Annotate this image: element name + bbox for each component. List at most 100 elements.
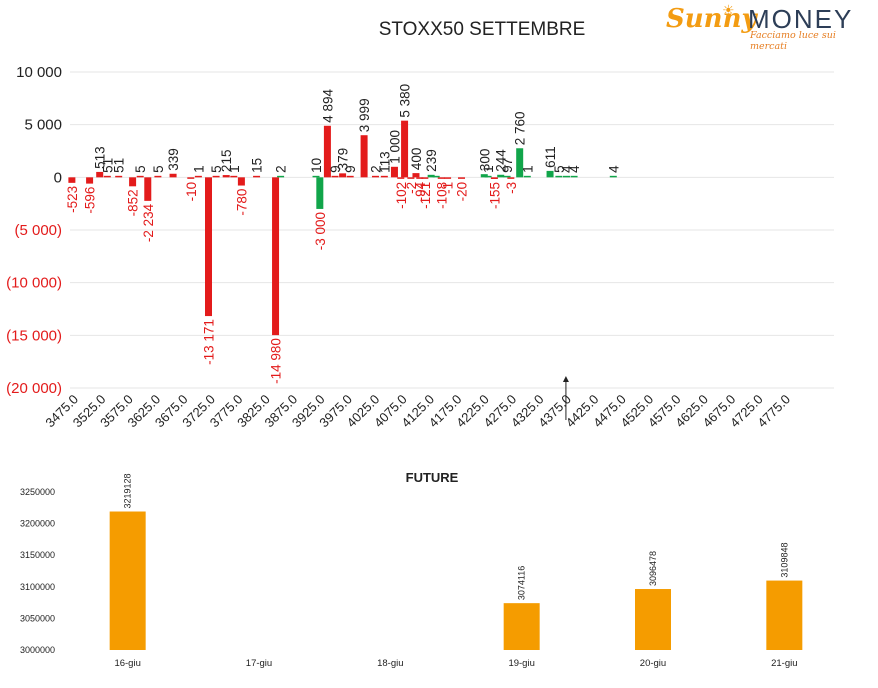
bar: [407, 177, 415, 179]
bar: [129, 177, 137, 187]
bar-data-label: 244: [494, 149, 509, 172]
future-chart-title: FUTURE: [406, 470, 459, 485]
bar: [194, 175, 202, 178]
bar-data-label: 611: [543, 146, 558, 168]
bar: [555, 175, 563, 178]
bar-data-label: 1: [520, 165, 535, 173]
y-tick-label: (15 000): [6, 327, 62, 344]
bar-data-label: 300: [477, 149, 492, 172]
bar-data-label: -13 171: [202, 319, 217, 365]
bar-data-label: 5 380: [398, 84, 413, 118]
bar: [360, 135, 368, 178]
bar: [444, 177, 452, 179]
options-chart-title: STOXX50 SETTEMBRE: [379, 19, 586, 40]
future-chart-x-axis: 16-giu 17-giu 18-giu 19-giu 20-giu 21-giu: [114, 658, 797, 669]
bar-data-label: 5: [209, 165, 224, 173]
bar-data-label: 513: [93, 146, 108, 169]
bar: [570, 175, 578, 178]
bar-data-label: 5: [133, 165, 148, 173]
bar-data-label: 51: [112, 158, 127, 173]
bar: [437, 177, 445, 179]
bar-data-label: -3 000: [313, 212, 328, 250]
bar-data-label: -1: [441, 182, 456, 194]
future-bar: [635, 589, 671, 650]
bar: [427, 174, 435, 178]
future-bar-label: 3219128: [123, 473, 133, 508]
bar-data-label: 5: [552, 165, 567, 173]
bar-data-label: -121: [418, 182, 433, 209]
bar-data-label: -852: [126, 189, 141, 216]
bar: [103, 175, 111, 178]
bar: [421, 177, 429, 179]
y-tick-label: (5 000): [14, 222, 62, 239]
bar-data-label: 4: [606, 165, 621, 173]
y-tick-label: 3100000: [20, 582, 55, 592]
bar-data-label: -523: [65, 186, 80, 213]
options-chart-y-axis: 10 000 5 000 0 (5 000) (10 000) (15 000) (20 0…: [6, 64, 62, 397]
bar-data-label: -3: [504, 182, 519, 194]
bar: [516, 148, 524, 178]
bar-data-label: 5: [151, 165, 166, 173]
logo-money-text: MONEY: [748, 4, 854, 34]
options-chart-bars: [68, 120, 617, 336]
bar-data-label: -108: [434, 182, 449, 209]
y-tick-label: 3050000: [20, 613, 55, 623]
y-tick-label: 0: [54, 169, 62, 186]
bar: [169, 173, 177, 178]
y-tick-label: (10 000): [6, 275, 62, 292]
y-tick-label: 3200000: [20, 519, 55, 529]
options-chart: STOXX50 SETTEMBRE 10 000 5 000 0 (5 000) (10…: [6, 19, 834, 430]
bar-data-label: 1: [481, 165, 496, 173]
bar: [187, 177, 195, 179]
future-bar: [503, 603, 540, 650]
x-tick-label: 17-giu: [246, 658, 272, 669]
bar-data-label: 239: [424, 149, 439, 172]
bar: [277, 175, 285, 178]
bar: [96, 171, 104, 178]
bar-data-label: -155: [487, 182, 502, 209]
bar: [507, 177, 515, 179]
bar: [546, 170, 554, 178]
future-chart: FUTURE 3000000 3050000 3100000 3150000 32000…: [20, 470, 803, 669]
y-tick-label: (20 000): [6, 380, 62, 397]
bar: [312, 175, 320, 178]
bar: [253, 175, 261, 178]
bar-data-label: 2: [274, 165, 289, 173]
bar-data-label: 215: [219, 150, 234, 173]
x-tick-label: 21-giu: [771, 658, 797, 669]
x-tick-label: 19-giu: [508, 658, 534, 669]
bar: [523, 175, 531, 178]
options-chart-grid: [70, 71, 834, 389]
bar-data-label: -2 234: [141, 203, 156, 242]
future-bar: [766, 580, 803, 650]
bar-data-label: 2 760: [513, 111, 528, 145]
future-chart-y-axis: 3000000 3050000 3100000 3150000 3200000 32500…: [20, 487, 55, 655]
bar-data-label: 1: [191, 165, 206, 173]
bar-data-label: -596: [83, 187, 98, 214]
bar-data-label: -10: [184, 182, 199, 202]
y-tick-label: 3000000: [20, 645, 55, 655]
bar: [371, 175, 379, 178]
y-tick-label: 5 000: [24, 117, 62, 134]
bar: [86, 177, 94, 184]
brand-logo: Sunny ☀ MONEY Facciamo luce sui mercati: [666, 2, 866, 52]
bar: [503, 175, 511, 178]
sun-icon: ☀: [722, 2, 735, 18]
future-bar-label: 3074116: [517, 566, 527, 600]
future-bar: [109, 511, 146, 650]
bar: [222, 175, 230, 178]
bar-data-label: 113: [377, 151, 392, 173]
bar: [323, 125, 331, 178]
bar: [397, 177, 405, 179]
bar-data-label: 15: [250, 158, 265, 173]
bar: [212, 175, 220, 178]
bar-data-label: 97: [500, 158, 515, 173]
bar: [380, 175, 388, 178]
x-tick-label: 18-giu: [377, 658, 403, 669]
bar-data-label: -102: [394, 182, 409, 209]
bar: [390, 166, 398, 178]
y-tick-label: 3150000: [20, 550, 55, 560]
bar-data-label: -780: [234, 189, 249, 216]
